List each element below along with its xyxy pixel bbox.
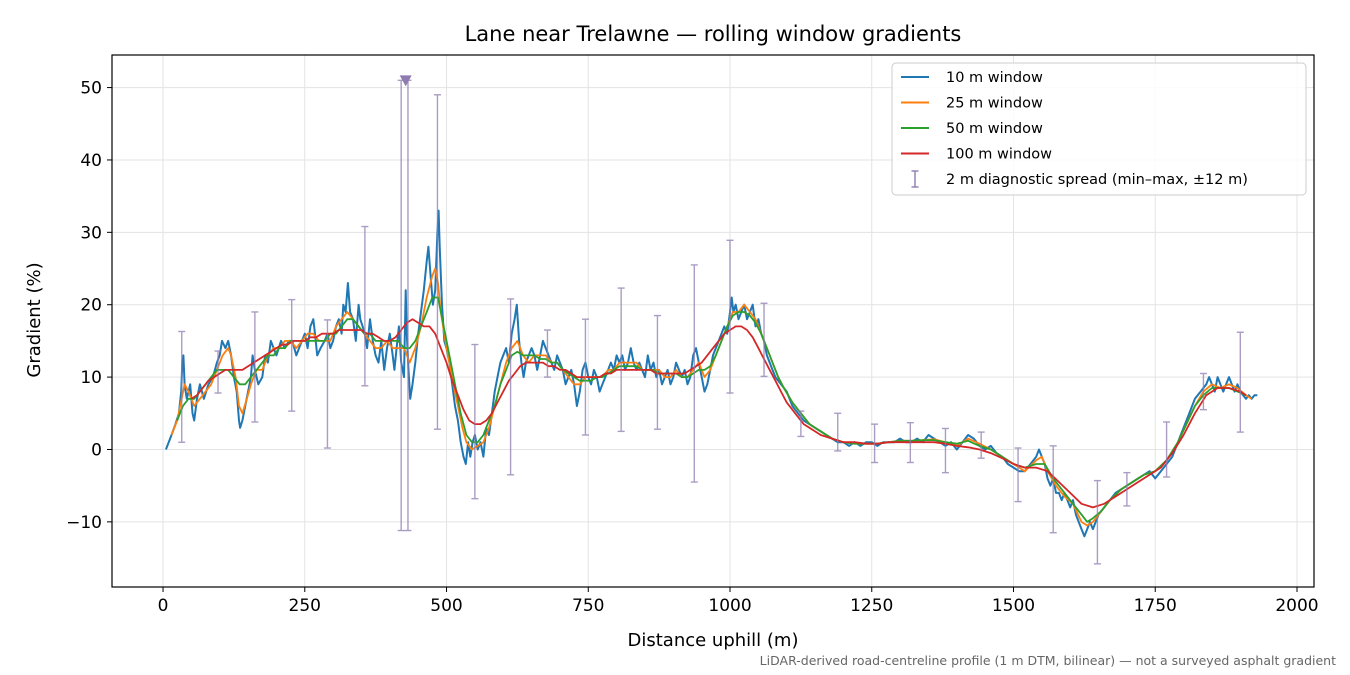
x-tick-label: 0 [158,596,169,616]
x-tick-label: 1750 [1134,596,1177,616]
legend-entry: 25 m window [901,96,1043,112]
legend: 10 m window 25 m window 50 m window 100 m w… [891,62,1307,196]
legend-label: 50 m window [946,121,1043,137]
x-tick-label: 1250 [850,596,893,616]
errorbar [1049,445,1057,534]
y-tick-label: 40 [80,151,102,171]
errorbar [543,329,551,378]
legend-label: 2 m diagnostic spread (min–max, ±12 m) [946,172,1248,188]
tick-layer: 0 250 500 750 1000 1250 1500 1750 2000 −10 0 10 20 30… [66,79,1319,616]
errorbar [1093,479,1101,565]
errorbar [977,431,985,459]
footnote: LiDAR-derived road-centreline profile (1… [760,653,1336,668]
series-line-4 [190,318,1247,509]
errorbar [471,343,479,500]
errorbar [1163,421,1171,478]
chart-title: Lane near Trelawne — rolling window grad… [465,22,962,46]
legend-entry: 50 m window [901,121,1043,137]
errorbar [617,287,625,433]
errorbar [690,264,698,483]
legend-label: 10 m window [946,70,1043,86]
y-tick-label: −10 [66,513,102,533]
errorbar [433,94,441,430]
x-tick-label: 2000 [1275,596,1318,616]
y-tick-label: 50 [80,79,102,99]
y-tick-label: 20 [80,296,102,316]
errorbar [1199,372,1207,411]
x-tick-label: 250 [289,596,321,616]
legend-entry: 10 m window [901,70,1043,86]
errorbar [288,298,296,412]
legend-label: 100 m window [946,147,1052,163]
x-tick-label: 500 [430,596,462,616]
series-layer [164,209,1258,538]
y-axis-title: Gradient (%) [24,262,45,377]
errorbar [760,302,768,378]
clipped-value-marker [399,75,412,87]
errorbar [178,330,186,443]
errorbar [361,225,369,387]
errorbar [581,318,589,436]
errorbar [797,410,805,438]
errorbar [871,423,879,464]
legend-label: 25 m window [946,96,1043,112]
marker-layer [399,75,412,87]
legend-box [891,62,1307,196]
x-tick-label: 1500 [992,596,1035,616]
legend-entry: 100 m window [901,147,1052,163]
x-tick-label: 750 [572,596,604,616]
y-tick-label: 30 [80,223,102,243]
x-tick-label: 1000 [708,596,751,616]
errorbar [1014,447,1022,503]
errorbar [1236,331,1244,433]
y-tick-label: 0 [91,440,102,460]
errorbar [507,298,515,476]
errorbar [1123,471,1131,507]
errorbar [726,239,734,394]
errorbar-layer [178,79,1244,565]
errorbar [834,412,842,452]
errorbar [323,319,331,449]
legend-entry: 2 m diagnostic spread (min–max, ±12 m) [911,170,1248,188]
errorbar [906,421,914,464]
y-tick-label: 10 [80,368,102,388]
errorbar [941,427,949,474]
errorbar [251,311,259,423]
plot-frame [111,54,1315,588]
x-axis-title: Distance uphill (m) [628,630,799,651]
errorbar [653,314,661,430]
errorbar [214,350,222,394]
